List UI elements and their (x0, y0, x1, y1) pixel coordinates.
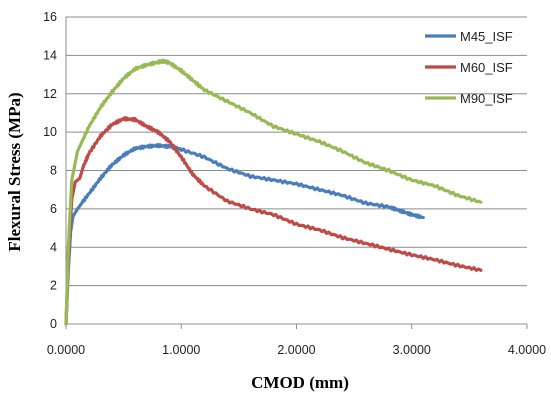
legend-label: M90_ISF (460, 91, 513, 106)
y-tick-label: 6 (50, 202, 57, 216)
y-tick-labels: 0 2 4 6 8 10 12 14 16 (43, 10, 57, 331)
series-line-m45-isf (64, 142, 425, 326)
y-tick-label: 14 (43, 48, 57, 62)
axes (65, 17, 528, 329)
y-tick-label: 0 (50, 317, 57, 331)
y-axis-title: Flexural Stress (MPa) (5, 92, 24, 251)
x-tick-label: 3.0000 (393, 343, 431, 357)
legend-label: M60_ISF (460, 60, 513, 75)
series-line-m90-isf (64, 58, 483, 326)
legend: M45_ISF M60_ISF M90_ISF (425, 29, 513, 106)
gridlines (66, 16, 527, 287)
y-tick-label: 4 (50, 240, 57, 254)
y-tick-label: 16 (43, 10, 57, 24)
x-tick-label: 1.0000 (162, 343, 200, 357)
series-line-m60-isf (64, 116, 483, 326)
y-tick-label: 10 (43, 125, 57, 139)
legend-label: M45_ISF (460, 29, 513, 44)
series-lines (64, 58, 483, 326)
x-tick-labels: 0.0000 1.0000 2.0000 3.0000 4.0000 (47, 343, 546, 357)
y-tick-label: 8 (50, 164, 57, 178)
x-tick-label: 4.0000 (508, 343, 546, 357)
x-axis-title: CMOD (mm) (251, 373, 349, 392)
y-tick-label: 2 (50, 279, 57, 293)
x-tick-label: 0.0000 (47, 343, 85, 357)
x-tick-label: 2.0000 (277, 343, 315, 357)
y-tick-label: 12 (43, 87, 57, 101)
